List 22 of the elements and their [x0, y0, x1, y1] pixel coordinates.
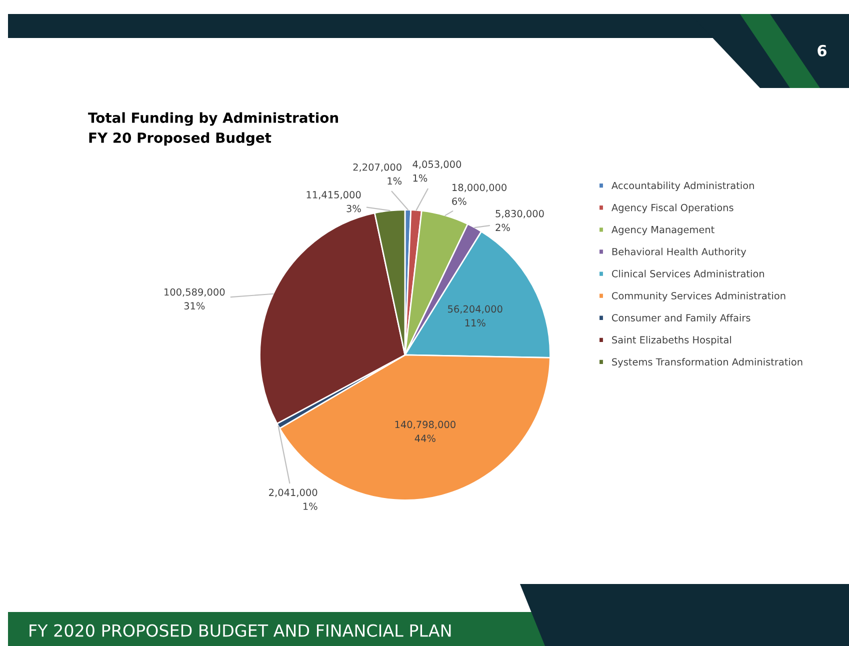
data-label: 56,204,000 11%: [448, 305, 502, 326]
legend-label: Consumer and Family Affairs: [612, 314, 750, 324]
data-label: 18,000,000 6%: [452, 184, 506, 205]
legend-label: Agency Management: [612, 226, 714, 236]
legend-label: Behavioral Health Authority: [612, 248, 746, 258]
legend-label: Community Services Administration: [612, 292, 786, 302]
data-label: 4,053,000 1%: [412, 160, 462, 182]
chart-subtitle: FY 20 Proposed Budget: [89, 132, 272, 146]
data-label: 100,589,000 31%: [164, 288, 225, 310]
data-label: 5,830,000 2%: [496, 210, 544, 232]
data-label: 2,041,000 1%: [269, 488, 318, 510]
data-label: 140,798,000 44%: [395, 420, 456, 442]
data-label: 11,415,000 3%: [306, 191, 361, 212]
legend-label: Accountability Administration: [612, 182, 754, 192]
legend-label: Systems Transformation Administration: [612, 358, 802, 368]
data-label: 2,207,000 1%: [353, 163, 402, 185]
text: 6: [818, 44, 826, 56]
chart-title: Total Funding by Administration: [88, 112, 338, 126]
legend-label: Clinical Services Administration: [612, 270, 764, 278]
legend-label: Agency Fiscal Operations: [612, 204, 734, 214]
legend-label: Saint Elizabeths Hospital: [612, 336, 731, 346]
text: FY 2020 PROPOSED BUDGET AND FINANCIAL PLAN: [30, 624, 451, 637]
